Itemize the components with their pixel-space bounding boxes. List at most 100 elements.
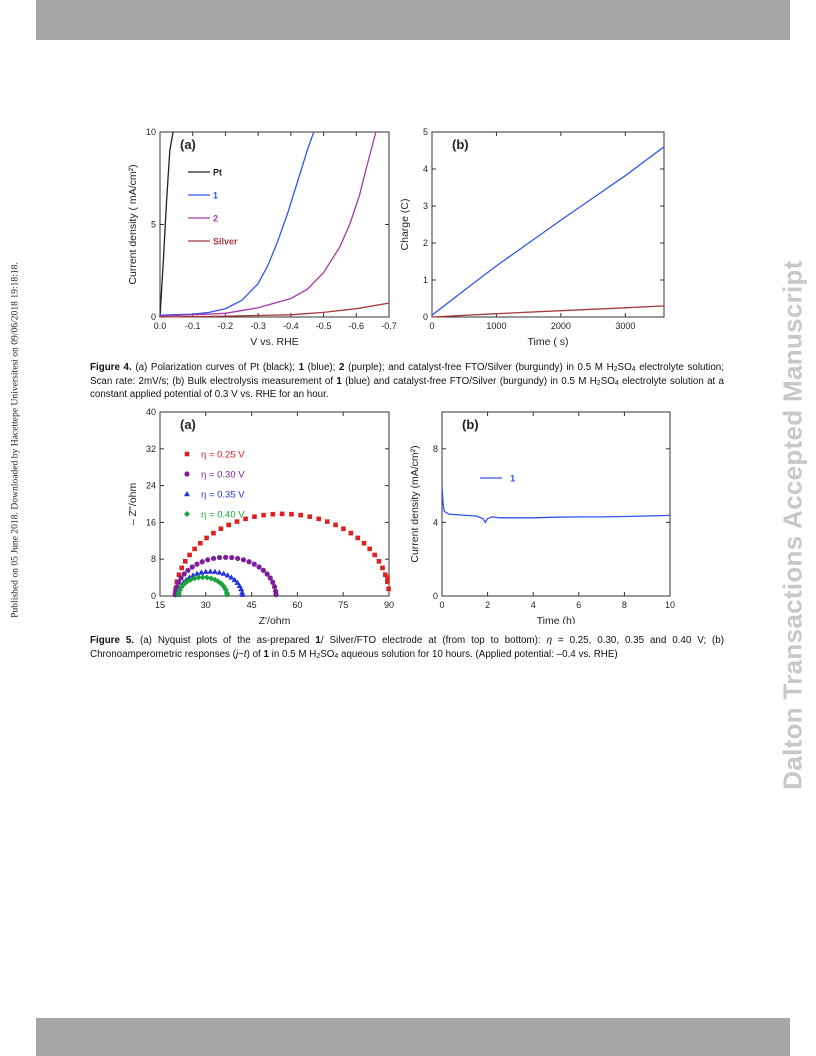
x-tick-label: 75 [338, 600, 348, 610]
y-tick-label: 32 [146, 444, 156, 454]
x-tick-label: 2000 [551, 321, 571, 331]
y-tick-label: 10 [146, 127, 156, 137]
panel-label: (a) [180, 137, 196, 152]
data-point [199, 574, 206, 581]
compound-ref: 1 [298, 362, 305, 373]
x-tick-label: 15 [155, 600, 165, 610]
caption-text: = 0.25, 0.30, 0.35 and 0.40 V; (b) Chron… [90, 635, 724, 660]
watermark: Dalton Transactions Accepted Manuscript [770, 0, 816, 1056]
x-axis-label: Time ( s) [527, 336, 568, 348]
x-tick-label: 45 [247, 600, 257, 610]
data-point [220, 570, 227, 576]
data-point [316, 516, 321, 522]
y-tick-label: 0 [151, 591, 156, 601]
figure-4-label: Figure 4. [90, 362, 132, 373]
compound-ref: 1 [315, 635, 321, 646]
data-point [184, 451, 190, 457]
figure-5-label: Figure 5. [90, 635, 135, 646]
data-point [191, 575, 198, 582]
figure-5a-chart: 15 30 45 60 75 90 0 8 16 24 32 40 Z'/ohm – Z''/ohm (a)… [127, 407, 394, 624]
y-tick-label: 8 [433, 444, 438, 454]
x-axis-label: V vs. RHE [250, 336, 298, 348]
figure-5-caption: Figure 5. (a) Nyquist plots of the as-pr… [90, 634, 724, 661]
data-point [279, 511, 285, 517]
publication-note-text: Published on 05 June 2018. Downloaded by… [9, 262, 21, 618]
data-point [385, 575, 390, 580]
data-point [185, 567, 191, 573]
data-point [238, 586, 245, 592]
caption-text: (blue); [304, 362, 340, 373]
compound-ref: 2 [339, 362, 345, 373]
data-point [251, 561, 257, 567]
data-point [189, 564, 195, 570]
x-tick-label: -0.4 [283, 321, 299, 331]
x-tick-label: 8 [622, 600, 627, 610]
data-point [178, 575, 184, 581]
subscript: 2 [596, 379, 601, 387]
x-tick-label: -0.7 [381, 321, 397, 331]
data-point [260, 567, 266, 573]
data-point [380, 565, 385, 571]
data-point [307, 514, 313, 519]
y-axis-label: – Z''/ohm [127, 482, 139, 525]
y-tick-label: 40 [146, 407, 156, 417]
x-tick-label: 10 [665, 600, 675, 610]
legend-label: η = 0.35 V [201, 490, 245, 501]
y-tick-label: 24 [146, 481, 156, 491]
x-tick-label: 2 [485, 600, 490, 610]
data-point [178, 583, 185, 590]
caption-text: in 0.5 M H [268, 648, 317, 660]
data-point [216, 554, 223, 561]
data-point [182, 558, 188, 564]
data-point [202, 568, 209, 574]
data-point [224, 572, 231, 578]
series-line [159, 131, 174, 318]
data-point [176, 572, 182, 578]
series-line [159, 131, 315, 316]
x-axis-label: Time (h) [537, 615, 576, 624]
data-point [298, 512, 303, 518]
x-axis-label: Z'/ohm [259, 615, 291, 624]
figure-4b-chart: 0 1000 2000 3000 0 1 2 3 4 5 Time ( s) Charge (C) (b… [399, 127, 665, 348]
data-point [184, 471, 190, 477]
watermark-text: Dalton Transactions Accepted Manuscript [777, 260, 808, 790]
data-point [216, 569, 223, 575]
y-axis-label: Charge (C) [399, 199, 411, 251]
compound-ref: 1 [263, 648, 269, 660]
data-point [239, 589, 246, 595]
data-point [243, 516, 248, 522]
data-point [341, 526, 346, 532]
data-point [256, 564, 262, 570]
data-point [203, 574, 210, 581]
data-point [271, 584, 278, 590]
x-tick-label: -0.2 [218, 321, 234, 331]
data-point [211, 530, 216, 536]
x-tick-label: 3000 [615, 321, 635, 331]
data-point [176, 586, 183, 593]
italic-symbol: j [235, 648, 239, 660]
data-point [246, 559, 252, 565]
data-point [174, 584, 180, 590]
data-point [195, 574, 202, 581]
caption-text: SO [320, 648, 335, 660]
y-tick-label: 8 [151, 554, 156, 564]
y-tick-label: 4 [433, 517, 438, 527]
data-point [386, 586, 391, 592]
data-point [181, 571, 187, 577]
data-point [187, 552, 192, 558]
data-point [383, 572, 388, 578]
caption-text: (blue) and catalyst-free FTO/Silver (bur… [341, 375, 597, 387]
legend-label: Pt [213, 168, 222, 178]
data-point [218, 580, 225, 587]
data-point [270, 511, 276, 517]
data-point [252, 514, 257, 519]
legend-label: 1 [213, 191, 218, 201]
data-point [175, 579, 182, 585]
caption-text: aqueous solution for 10 hours. (Applied … [338, 648, 618, 660]
data-point [273, 592, 279, 598]
x-tick-label: 4 [531, 600, 536, 610]
caption-text: (purple); and catalyst-free FTO/Silver (… [344, 362, 614, 373]
data-point [324, 519, 330, 524]
plot-frame [441, 411, 671, 597]
data-point [234, 519, 240, 524]
